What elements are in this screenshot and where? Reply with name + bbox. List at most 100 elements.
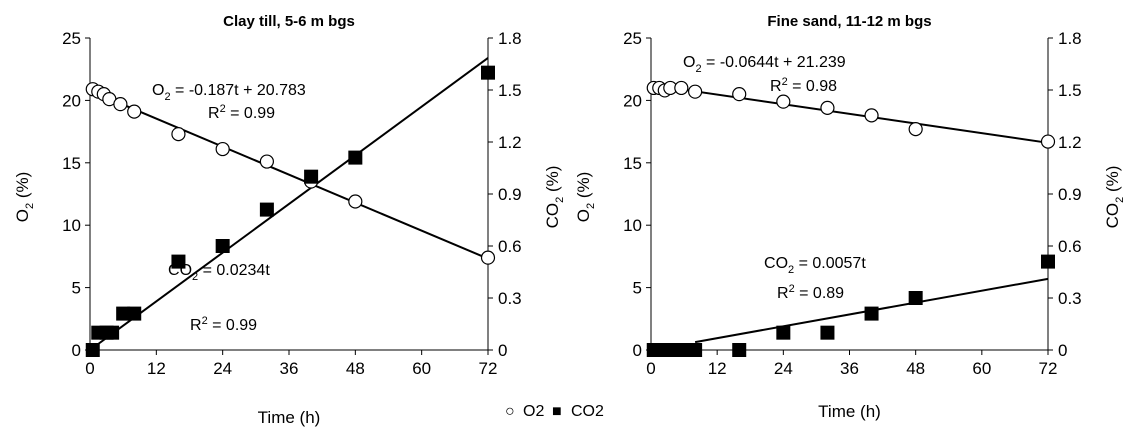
- y2-tick-label: 1.5: [498, 81, 522, 100]
- co2-point: [677, 343, 692, 357]
- co2-point: [688, 343, 703, 357]
- co2-point: [105, 325, 120, 340]
- x-tick-label: 24: [774, 359, 793, 378]
- y2-tick-label: 1.8: [1058, 29, 1082, 48]
- y2-tick-label: 0.9: [1058, 185, 1082, 204]
- y-tick-label: 25: [623, 29, 642, 48]
- y-axis-label: O2​ (%): [574, 172, 597, 223]
- fit-r-squared: R2​ = 0.98: [770, 76, 837, 95]
- trendline-o2: [650, 83, 1049, 144]
- x-tick-label: 0: [646, 359, 655, 378]
- y-tick-label: 0: [633, 341, 642, 360]
- chart-panel-1: 0 12 24 36 48 60 72051015202500.30.60.91.21.51…: [13, 13, 566, 427]
- co2-point: [481, 65, 495, 80]
- o2-point: [732, 87, 747, 102]
- o2-point: [480, 250, 496, 265]
- trendline-o2: [89, 89, 489, 260]
- o2-point: [113, 97, 128, 112]
- y2-tick-label: 0.9: [498, 185, 522, 204]
- co2-point: [259, 202, 274, 217]
- chart-title: Fine sand, 11-12 m bgs: [767, 13, 931, 30]
- y2-tick-label: 1.8: [498, 29, 522, 48]
- y-tick-label: 10: [623, 216, 642, 235]
- x-tick-label: 72: [479, 359, 498, 378]
- co2-point: [348, 150, 363, 165]
- y-tick-label: 10: [62, 216, 81, 235]
- x-tick-label: 48: [346, 359, 365, 378]
- legend: ○ O2 ■ CO2: [505, 403, 604, 420]
- co2-point: [666, 343, 681, 357]
- x-tick-label: 12: [708, 359, 727, 378]
- y-axis-label: O2​ (%): [13, 172, 36, 223]
- co2-point: [864, 306, 879, 321]
- y-tick-label: 25: [62, 29, 81, 48]
- o2-legend-label: O2: [523, 403, 544, 420]
- o2-point: [820, 100, 835, 115]
- x-tick-label: 60: [412, 359, 431, 378]
- o2-point: [1040, 134, 1056, 149]
- y-tick-label: 5: [633, 279, 642, 298]
- fit-equation: CO2​ = 0.0057t: [764, 255, 866, 276]
- co2-point: [304, 169, 319, 184]
- o2-point: [215, 141, 230, 157]
- x-tick-label: 36: [280, 359, 299, 378]
- x-tick-label: 36: [840, 359, 859, 378]
- y2-tick-label: 1.5: [1058, 81, 1082, 100]
- y-tick-label: 20: [623, 91, 642, 110]
- fit-equation: O2​ = -0.0644t + 21.239: [683, 54, 846, 75]
- y2-tick-label: 0: [1058, 341, 1067, 360]
- y-tick-label: 20: [62, 91, 81, 110]
- o2-point: [864, 108, 879, 123]
- trendline-co2: [89, 57, 489, 351]
- x-axis-label: Time (h): [258, 408, 321, 427]
- co2-point: [732, 343, 747, 357]
- co2-point: [1041, 254, 1055, 269]
- fit-equation: O2​ = -0.187t + 20.783: [152, 82, 306, 103]
- y2-axis-label: CO2​ (%): [543, 166, 566, 229]
- y2-tick-label: 0.6: [498, 237, 522, 256]
- co2-point: [171, 254, 186, 269]
- y-tick-label: 0: [72, 341, 81, 360]
- o2-legend-icon: ○: [505, 403, 515, 420]
- co2-point: [776, 325, 791, 340]
- y2-tick-label: 0.3: [498, 289, 522, 308]
- co2-point: [908, 291, 923, 305]
- co2-point: [116, 306, 131, 321]
- co2-point: [215, 239, 230, 253]
- x-tick-label: 24: [213, 359, 232, 378]
- fit-r-squared: R2​ = 0.99: [208, 103, 275, 122]
- x-tick-label: 12: [147, 359, 166, 378]
- co2-point: [127, 306, 142, 321]
- o2-point: [259, 154, 274, 169]
- y-tick-label: 5: [72, 279, 81, 298]
- co2-point: [85, 343, 100, 357]
- o2-point: [171, 126, 186, 142]
- o2-point: [776, 94, 791, 109]
- y2-axis-label: CO2​ (%): [1103, 166, 1125, 229]
- chart-panel-2: 0 12 24 36 48 60 72051015202500.30.60.91.21.51…: [574, 13, 1125, 421]
- y2-tick-label: 1.2: [498, 133, 522, 152]
- o2-point: [688, 84, 703, 99]
- x-axis-label: Time (h): [818, 402, 881, 421]
- co2-legend-label: CO2: [571, 403, 604, 420]
- x-tick-label: 60: [972, 359, 991, 378]
- y2-tick-label: 0.6: [1058, 237, 1082, 256]
- x-tick-label: 0: [85, 359, 94, 378]
- o2-point: [674, 80, 689, 96]
- o2-point: [127, 104, 142, 119]
- x-tick-label: 48: [906, 359, 925, 378]
- o2-point: [348, 194, 363, 209]
- y2-tick-label: 0: [498, 341, 507, 360]
- y-tick-label: 15: [62, 154, 81, 173]
- y2-tick-label: 1.2: [1058, 133, 1082, 152]
- y2-tick-label: 0.3: [1058, 289, 1082, 308]
- co2-legend-icon: ■: [552, 403, 562, 420]
- fit-r-squared: R2​ = 0.89: [777, 283, 844, 302]
- fit-r-squared: R2​ = 0.99: [190, 315, 257, 334]
- chart-title: Clay till, 5-6 m bgs: [223, 13, 355, 30]
- x-tick-label: 72: [1039, 359, 1058, 378]
- o2-point: [908, 122, 923, 137]
- y-tick-label: 15: [623, 154, 642, 173]
- co2-point: [820, 325, 835, 340]
